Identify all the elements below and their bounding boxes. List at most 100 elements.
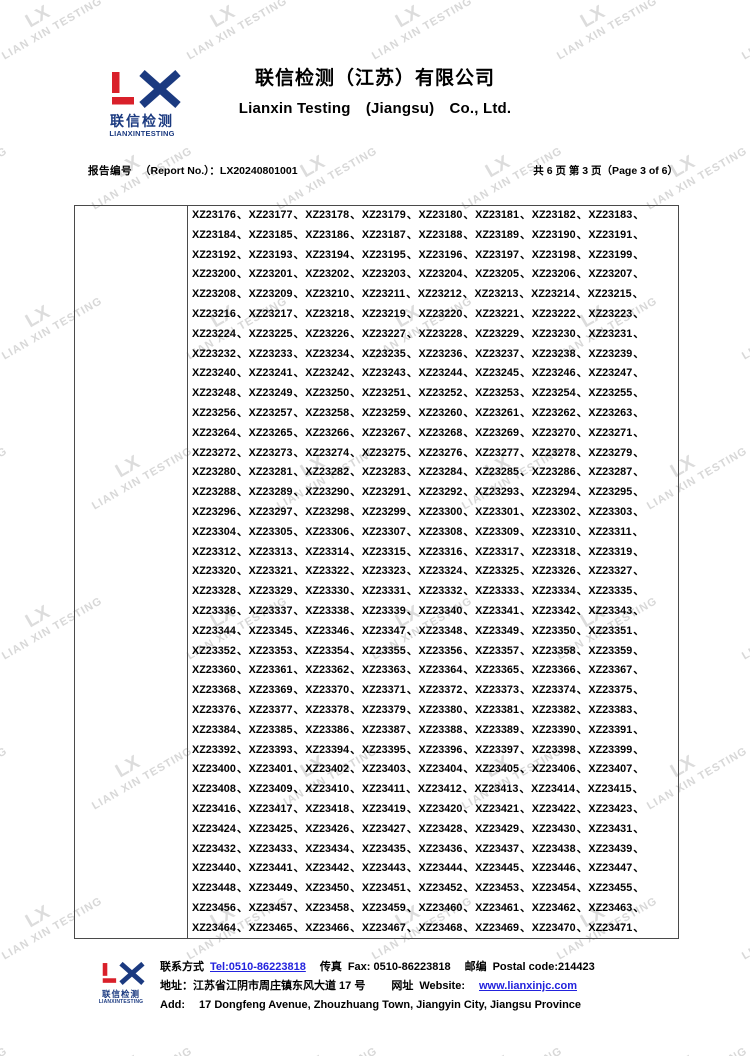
serial-number: XZ23300 xyxy=(418,505,463,518)
serial-separator: 、 xyxy=(633,545,644,558)
footer-logo-text-cn: 联信检测 xyxy=(101,989,140,999)
serial-separator: 、 xyxy=(236,822,248,835)
footer-company-logo: 联信检测 LIANXINTESTING xyxy=(84,960,158,1006)
serial-separator: 、 xyxy=(293,723,305,736)
serial-number: XZ23181 xyxy=(475,209,519,221)
serial-number: XZ23278 xyxy=(531,446,576,459)
serial-number: XZ23265 xyxy=(248,426,293,439)
serial-separator: 、 xyxy=(406,545,418,558)
serial-number: XZ23446 xyxy=(531,862,576,875)
serial-separator: 、 xyxy=(293,802,305,815)
serial-number: XZ23405 xyxy=(475,763,519,776)
serial-number: XZ23312 xyxy=(192,545,236,558)
serial-number: XZ23436 xyxy=(418,842,463,855)
serial-number: XZ23343 xyxy=(588,604,633,617)
serial-number: XZ23408 xyxy=(192,783,236,796)
serial-number: XZ23303 xyxy=(588,505,633,518)
serial-number: XZ23430 xyxy=(531,822,576,835)
contact-label: 联系方式 xyxy=(160,961,204,973)
serial-number: XZ23460 xyxy=(418,901,463,914)
serial-number: XZ23311 xyxy=(588,525,632,538)
serial-number: XZ23350 xyxy=(531,624,576,637)
serial-separator: 、 xyxy=(293,921,305,934)
serial-number: XZ23422 xyxy=(531,802,576,815)
serial-number: XZ23224 xyxy=(192,327,236,340)
telephone-link[interactable]: Tel:0510-86223818 xyxy=(210,961,306,973)
serial-separator: 、 xyxy=(576,565,588,578)
serial-number: XZ23267 xyxy=(361,426,406,439)
serial-number: XZ23370 xyxy=(305,684,350,697)
serial-number: XZ23315 xyxy=(361,545,406,558)
serial-separator: 、 xyxy=(519,921,531,934)
serial-separator: 、 xyxy=(633,664,644,677)
serial-separator: 、 xyxy=(462,288,474,301)
serial-separator: 、 xyxy=(463,347,475,360)
serial-separator: 、 xyxy=(406,387,418,400)
serial-number: XZ23400 xyxy=(192,763,236,776)
serial-separator: 、 xyxy=(633,802,644,815)
serial-separator: 、 xyxy=(350,862,361,875)
serial-separator: 、 xyxy=(633,268,644,281)
serial-separator: 、 xyxy=(293,228,305,241)
serial-number: XZ23358 xyxy=(531,644,576,657)
serial-number-row: XZ23464、XZ23465、XZ23466、XZ23467、XZ23468、… xyxy=(188,919,678,939)
serial-number: XZ23362 xyxy=(305,664,350,677)
serial-separator: 、 xyxy=(350,209,361,221)
serial-number: XZ23255 xyxy=(588,387,633,400)
serial-number: XZ23194 xyxy=(305,248,350,261)
serial-number-row: XZ23432、XZ23433、XZ23434、XZ23435、XZ23436、… xyxy=(188,840,678,860)
serial-number: XZ23320 xyxy=(192,565,236,578)
serial-separator: 、 xyxy=(293,604,305,617)
serial-number: XZ23240 xyxy=(192,367,236,380)
footer-line-contact: 联系方式 Tel:0510-86223818 传真 Fax: 0510-8622381… xyxy=(160,958,690,977)
website-link[interactable]: www.lianxinjc.com xyxy=(479,980,578,992)
serial-separator: 、 xyxy=(350,664,361,677)
serial-number-row: XZ23344、XZ23345、XZ23346、XZ23347、XZ23348、… xyxy=(188,622,678,642)
serial-number: XZ23272 xyxy=(192,446,236,459)
serial-number: XZ23464 xyxy=(192,921,236,934)
serial-number: XZ23233 xyxy=(248,347,293,360)
serial-separator: 、 xyxy=(576,901,588,914)
serial-separator: 、 xyxy=(350,228,361,241)
serial-separator: 、 xyxy=(350,901,361,914)
serial-separator: 、 xyxy=(236,703,248,716)
serial-separator: 、 xyxy=(519,763,531,776)
serial-separator: 、 xyxy=(576,406,588,419)
serial-number: XZ23344 xyxy=(192,624,236,637)
serial-separator: 、 xyxy=(519,545,531,558)
serial-separator: 、 xyxy=(576,248,588,261)
serial-number-row: XZ23232、XZ23233、XZ23234、XZ23235、XZ23236、… xyxy=(188,345,678,365)
logo-text-en: LIANXINTESTING xyxy=(109,129,175,138)
company-name-cn: 联信检测（江苏）有限公司 xyxy=(254,68,495,89)
lx-logo-icon xyxy=(102,961,145,985)
serial-separator: 、 xyxy=(576,604,588,617)
serial-number: XZ23448 xyxy=(192,882,236,895)
serial-number: XZ23187 xyxy=(361,228,406,241)
serial-number: XZ23454 xyxy=(531,882,576,895)
serial-separator: 、 xyxy=(519,387,531,400)
serial-separator: 、 xyxy=(406,565,418,578)
serial-number: XZ23186 xyxy=(305,228,350,241)
serial-number: XZ23359 xyxy=(588,644,633,657)
serial-number: XZ23375 xyxy=(588,684,633,697)
serial-separator: 、 xyxy=(463,406,475,419)
serial-separator: 、 xyxy=(463,525,475,538)
serial-number: XZ23196 xyxy=(418,248,463,261)
address-label-cn: 地址： xyxy=(160,980,193,992)
serial-separator: 、 xyxy=(633,882,644,895)
serial-separator: 、 xyxy=(576,664,588,677)
serial-number: XZ23402 xyxy=(305,763,350,776)
serial-separator: 、 xyxy=(406,921,418,934)
table-left-empty-cell xyxy=(74,204,188,940)
serial-number: XZ23283 xyxy=(361,466,406,479)
serial-separator: 、 xyxy=(463,545,475,558)
serial-number: XZ23197 xyxy=(475,248,519,261)
serial-number: XZ23211 xyxy=(361,288,406,301)
serial-separator: 、 xyxy=(293,525,305,538)
serial-separator: 、 xyxy=(463,307,475,320)
serial-number: XZ23353 xyxy=(248,644,293,657)
serial-separator: 、 xyxy=(236,604,248,617)
serial-number: XZ23447 xyxy=(588,862,633,875)
serial-separator: 、 xyxy=(576,763,588,776)
serial-number: XZ23271 xyxy=(588,426,633,439)
